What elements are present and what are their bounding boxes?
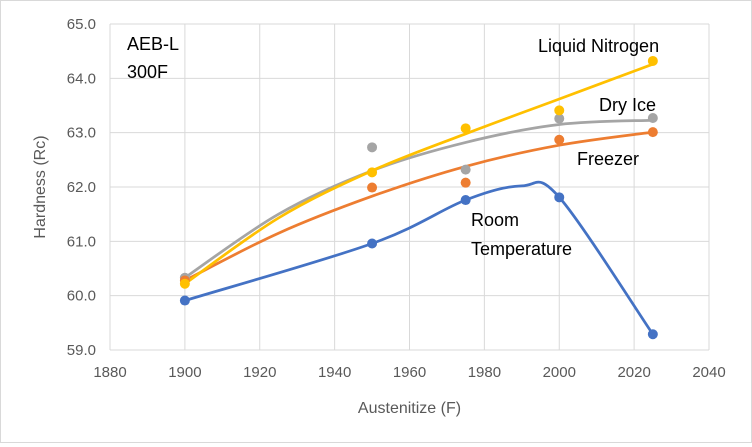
room-temperature-point: [179, 295, 190, 306]
dry-ice-point: [460, 164, 471, 175]
x-tick-label: 1920: [243, 364, 276, 381]
x-tick-label: 1960: [393, 364, 426, 381]
trendlines: [183, 62, 655, 336]
x-axis-title: Austenitize (F): [358, 400, 461, 417]
room-temperature-point: [554, 192, 565, 203]
y-tick-label: 64.0: [67, 70, 96, 87]
room-temperature-point: [460, 195, 471, 206]
room-temperature-point: [647, 329, 658, 340]
axes: 1880 1900 1920 1940 1960 1980 2000 2020 2040 59.0…: [32, 16, 726, 417]
room-temperature-label: Room: [471, 210, 519, 230]
x-tick-label: 2040: [692, 364, 725, 381]
y-tick-label: 60.0: [67, 288, 96, 305]
dry-ice-point: [647, 112, 658, 123]
x-tick-label: 2020: [617, 364, 650, 381]
x-tick-label: 1880: [93, 364, 126, 381]
dry-ice-point: [554, 113, 565, 124]
freezer-point: [647, 127, 658, 138]
freezer-label: Freezer: [577, 149, 639, 169]
liquid-nitrogen-point: [179, 278, 190, 289]
x-tick-label: 1980: [468, 364, 501, 381]
annotation-line: 300F: [127, 62, 168, 82]
x-tick-label: 1940: [318, 364, 351, 381]
freezer-trendline: [183, 130, 655, 282]
y-tick-label: 63.0: [67, 125, 96, 142]
liquid-nitrogen-point: [460, 123, 471, 134]
y-tick-label: 61.0: [67, 233, 96, 250]
liquid-nitrogen-point: [647, 55, 658, 66]
freezer-point: [554, 134, 565, 145]
room-temperature-trendline: [183, 180, 655, 336]
freezer-point: [460, 177, 471, 188]
y-tick-label: 62.0: [67, 179, 96, 196]
y-tick-label: 65.0: [67, 16, 96, 33]
gridlines: [109, 23, 710, 351]
annotation-line: AEB-L: [127, 34, 179, 54]
dry-ice-label: Dry Ice: [599, 95, 656, 115]
liquid-nitrogen-point: [367, 167, 378, 178]
y-axis-title: Hardness (Rc): [32, 135, 49, 238]
liquid-nitrogen-trendline: [183, 62, 655, 286]
y-tick-label: 59.0: [67, 342, 96, 359]
freezer-point: [367, 182, 378, 193]
dry-ice-trendline: [183, 118, 655, 280]
dry-ice-point: [367, 142, 378, 153]
liquid-nitrogen-label: Liquid Nitrogen: [538, 36, 659, 56]
room-temperature-point: [367, 238, 378, 249]
data-points: [179, 55, 658, 340]
room-temperature-label: Temperature: [471, 239, 572, 259]
liquid-nitrogen-point: [554, 105, 565, 116]
x-tick-label: 2000: [543, 364, 576, 381]
x-tick-label: 1900: [168, 364, 201, 381]
text-labels: Liquid Nitrogen Dry Ice Freezer Room Tempera…: [127, 34, 659, 259]
